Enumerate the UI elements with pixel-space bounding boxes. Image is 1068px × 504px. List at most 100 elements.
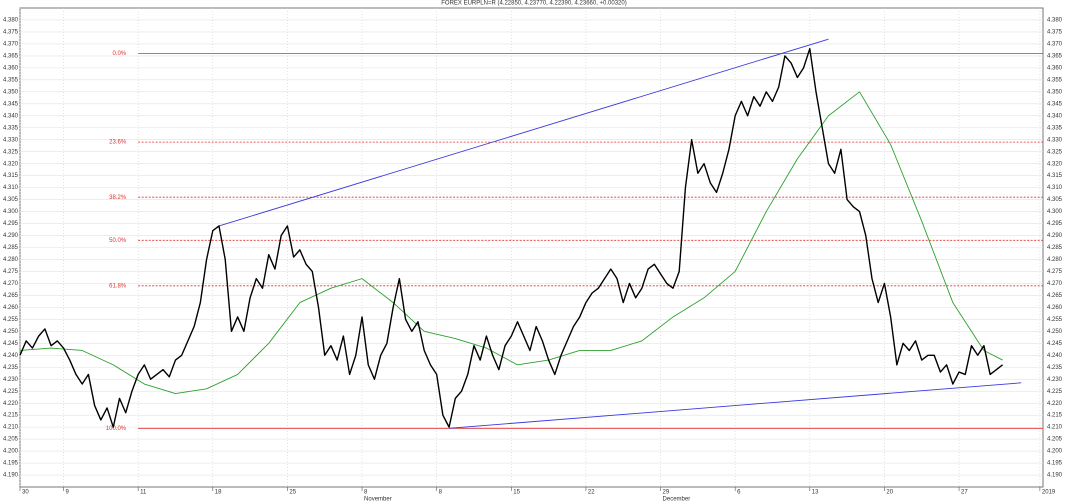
y-tick-label: 4.280	[1047, 257, 1063, 263]
y-tick-label: 4.210	[3, 425, 19, 431]
y-tick-label: 4.335	[1047, 125, 1063, 131]
y-tick-label: 4.305	[1047, 197, 1063, 203]
chart-title: FOREX EURPLN=R (4.22850, 4.23770, 4.2239…	[441, 1, 626, 7]
y-tick-label: 4.380	[1047, 18, 1063, 24]
y-tick-label: 4.230	[1047, 377, 1063, 383]
x-tick-label: 2019	[1042, 490, 1056, 496]
y-tick-label: 4.310	[1047, 185, 1063, 191]
y-tick-label: 4.330	[1047, 137, 1063, 143]
y-tick-label: 4.285	[1047, 245, 1063, 251]
y-tick-label: 4.240	[3, 353, 19, 359]
fib-label: 0.0%	[112, 51, 126, 57]
y-tick-label: 4.270	[3, 281, 19, 287]
y-tick-label: 4.370	[1047, 42, 1063, 48]
y-tick-label: 4.195	[3, 461, 19, 467]
y-tick-label: 4.250	[3, 329, 19, 335]
y-tick-label: 4.225	[1047, 389, 1063, 395]
y-tick-label: 4.360	[1047, 65, 1063, 71]
y-tick-label: 4.345	[3, 101, 19, 107]
y-tick-label: 4.260	[3, 305, 19, 311]
y-tick-label: 4.315	[3, 173, 19, 179]
y-tick-label: 4.300	[1047, 209, 1063, 215]
y-tick-label: 4.310	[3, 185, 19, 191]
x-tick-label: 6	[737, 490, 741, 496]
y-tick-label: 4.255	[3, 317, 19, 323]
y-tick-label: 4.275	[3, 269, 19, 275]
fib-label: 61.8%	[109, 283, 127, 289]
y-tick-label: 4.295	[3, 221, 19, 227]
y-tick-label: 4.220	[3, 401, 19, 407]
moving-average-line	[19, 91, 1003, 395]
y-tick-label: 4.205	[1047, 437, 1063, 443]
y-tick-label: 4.285	[3, 245, 19, 251]
y-tick-label: 4.320	[1047, 161, 1063, 167]
y-tick-label: 4.325	[3, 149, 19, 155]
y-tick-label: 4.210	[1047, 425, 1063, 431]
y-tick-label: 4.375	[3, 30, 19, 36]
x-tick-label: 27	[961, 490, 968, 496]
y-tick-label: 4.350	[1047, 89, 1063, 95]
y-tick-label: 4.290	[1047, 233, 1063, 239]
y-tick-label: 4.300	[3, 209, 19, 215]
y-tick-label: 4.275	[1047, 269, 1063, 275]
y-tick-label: 4.340	[3, 113, 19, 119]
y-tick-label: 4.245	[3, 341, 19, 347]
y-tick-label: 4.360	[3, 65, 19, 71]
y-tick-label: 4.190	[3, 473, 19, 479]
y-tick-label: 4.365	[3, 53, 19, 59]
month-label: December	[663, 497, 691, 503]
y-tick-label: 4.230	[3, 377, 19, 383]
x-tick-label: 20	[886, 490, 893, 496]
fib-label: 50.0%	[109, 238, 127, 244]
y-tick-label: 4.190	[1047, 473, 1063, 479]
x-tick-label: 22	[588, 490, 595, 496]
y-tick-label: 4.340	[1047, 113, 1063, 119]
x-tick-label: 8	[364, 490, 368, 496]
month-label: November	[364, 497, 392, 503]
y-tick-label: 4.200	[3, 449, 19, 455]
y-tick-label: 4.280	[3, 257, 19, 263]
x-tick-label: 15	[513, 490, 520, 496]
y-tick-label: 4.215	[3, 413, 19, 419]
fib-label: 38.2%	[109, 195, 127, 201]
x-tick-label: 18	[215, 490, 222, 496]
y-tick-label: 4.290	[3, 233, 19, 239]
y-tick-label: 4.250	[1047, 329, 1063, 335]
y-tick-label: 4.370	[3, 42, 19, 48]
x-tick-label: 25	[289, 490, 296, 496]
fib-label: 100.0%	[106, 426, 127, 432]
y-tick-label: 4.270	[1047, 281, 1063, 287]
y-tick-label: 4.345	[1047, 101, 1063, 107]
y-tick-label: 4.215	[1047, 413, 1063, 419]
y-tick-label: 4.295	[1047, 221, 1063, 227]
y-tick-label: 4.255	[1047, 317, 1063, 323]
fib-label: 23.6%	[109, 140, 127, 146]
y-tick-label: 4.330	[3, 137, 19, 143]
price-line	[19, 48, 1004, 428]
y-tick-label: 4.355	[1047, 77, 1063, 83]
y-tick-label: 4.320	[3, 161, 19, 167]
y-tick-label: 4.315	[1047, 173, 1063, 179]
x-tick-label: 30	[22, 490, 29, 496]
y-tick-label: 4.200	[1047, 449, 1063, 455]
y-tick-label: 4.325	[1047, 149, 1063, 155]
y-tick-label: 4.350	[3, 89, 19, 95]
y-tick-label: 4.205	[3, 437, 19, 443]
trendline	[449, 382, 1022, 429]
y-tick-label: 4.265	[3, 293, 19, 299]
y-tick-label: 4.335	[3, 125, 19, 131]
x-tick-label: 8	[439, 490, 443, 496]
y-tick-label: 4.220	[1047, 401, 1063, 407]
y-tick-label: 4.225	[3, 389, 19, 395]
y-tick-label: 4.235	[3, 365, 19, 371]
y-tick-label: 4.365	[1047, 53, 1063, 59]
y-tick-label: 4.305	[3, 197, 19, 203]
x-tick-label: 13	[812, 490, 819, 496]
y-tick-label: 4.245	[1047, 341, 1063, 347]
y-tick-label: 4.260	[1047, 305, 1063, 311]
y-tick-label: 4.240	[1047, 353, 1063, 359]
y-tick-label: 4.195	[1047, 461, 1063, 467]
x-tick-label: 11	[140, 490, 147, 496]
y-tick-label: 4.235	[1047, 365, 1063, 371]
